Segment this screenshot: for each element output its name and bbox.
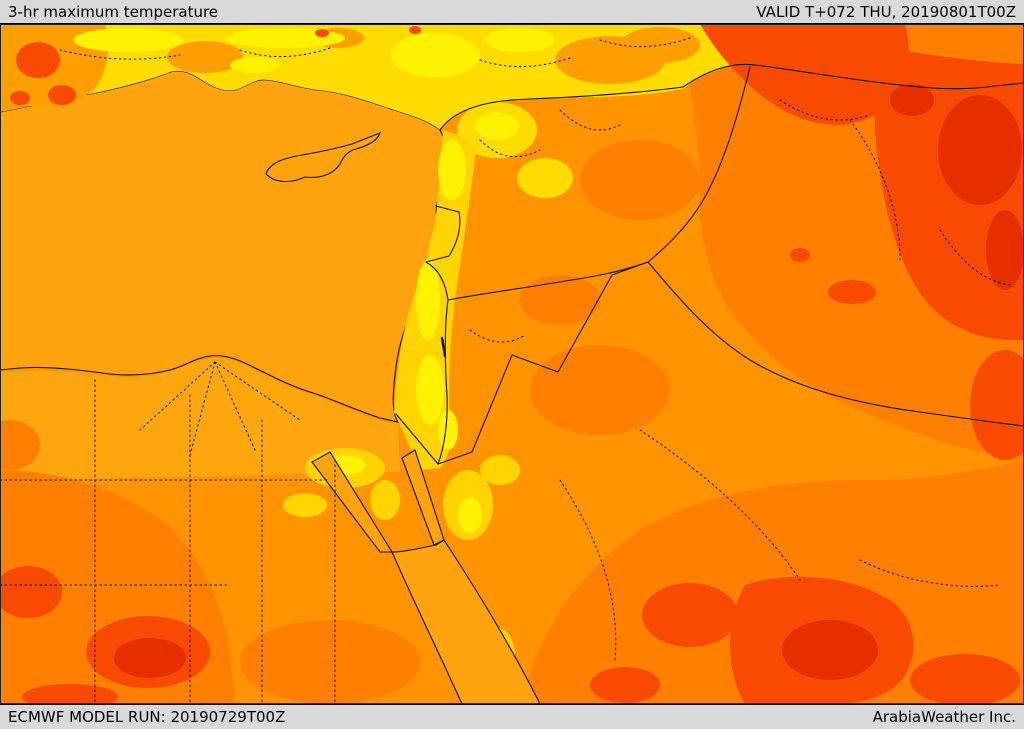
temp-region — [167, 41, 243, 73]
temp-region — [283, 493, 327, 517]
page-title: 3-hr maximum temperature — [8, 2, 219, 21]
red-sea — [391, 539, 541, 704]
temp-region — [938, 95, 1022, 205]
temp-region — [485, 28, 555, 52]
temp-region — [890, 84, 934, 116]
weather-map — [0, 24, 1024, 704]
temp-region — [700, 24, 909, 125]
model-run-label: ECMWF MODEL RUN: 20190729T00Z — [8, 708, 286, 726]
temp-region — [416, 355, 444, 425]
temp-region — [828, 280, 876, 304]
cyprus-island — [265, 132, 381, 183]
temp-region — [520, 275, 600, 325]
temp-region — [0, 420, 40, 470]
temp-region — [114, 638, 186, 678]
temp-region — [230, 57, 280, 73]
temp-region — [475, 112, 519, 140]
temp-region — [390, 33, 480, 77]
egypt-north-region — [0, 357, 400, 480]
temp-region — [970, 350, 1024, 460]
temp-region — [438, 410, 458, 450]
temp-region — [240, 620, 420, 704]
temp-region — [0, 566, 62, 618]
temp-region — [416, 260, 440, 340]
temp-region — [315, 29, 329, 37]
temp-region — [73, 28, 183, 52]
temp-region — [790, 248, 810, 262]
temp-region — [782, 620, 878, 680]
country-borders — [395, 63, 1024, 465]
admin-boundaries — [0, 37, 1011, 704]
temp-region — [10, 91, 30, 105]
temp-region — [438, 140, 466, 200]
temp-region — [642, 583, 738, 647]
temp-region — [48, 85, 76, 105]
temp-region — [580, 140, 700, 220]
temp-region — [910, 654, 1020, 704]
footer-bar: ECMWF MODEL RUN: 20190729T00Z ArabiaWeat… — [0, 704, 1024, 729]
map-container — [0, 24, 1024, 704]
temp-region — [409, 26, 421, 34]
temp-region — [517, 158, 573, 198]
valid-time-label: VALID T+072 THU, 20190801T00Z — [756, 2, 1016, 21]
temp-region — [986, 210, 1024, 290]
temp-region — [16, 42, 60, 78]
temp-region — [530, 345, 670, 435]
header-bar: 3-hr maximum temperature VALID T+072 THU… — [0, 0, 1024, 24]
temp-region — [480, 455, 520, 485]
temp-region — [370, 480, 400, 520]
credit-label: ArabiaWeather Inc. — [872, 708, 1016, 726]
temp-region — [458, 497, 482, 533]
temp-region — [22, 684, 118, 704]
temp-region — [590, 667, 660, 703]
